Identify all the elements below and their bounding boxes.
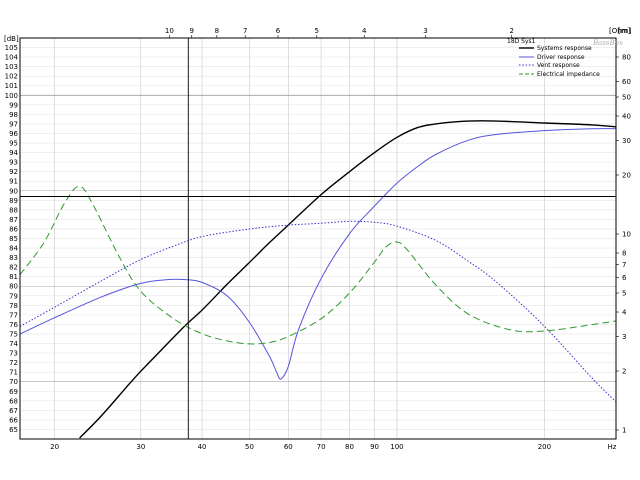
y-left-tick-label: 96 bbox=[9, 130, 18, 138]
x-tick-label: 20 bbox=[50, 443, 59, 451]
y-left-tick-label: 84 bbox=[9, 245, 18, 253]
y-right-tick-label: 3 bbox=[622, 333, 626, 341]
cursor[interactable] bbox=[20, 38, 616, 439]
x-tick-label: 80 bbox=[345, 443, 354, 451]
y-left-tick-label: 105 bbox=[5, 44, 18, 52]
legend-title: 18D Sys1 bbox=[507, 38, 536, 45]
y-right-tick-label: 40 bbox=[622, 113, 631, 121]
y-left-tick-label: 67 bbox=[9, 407, 18, 415]
top-unit-label: [m] bbox=[618, 27, 631, 35]
grid bbox=[20, 38, 616, 439]
y-left-tick-label: 92 bbox=[9, 168, 18, 176]
y-left-tick-label: 103 bbox=[5, 63, 18, 71]
x-tick-label: 90 bbox=[370, 443, 379, 451]
y-left-tick-label: 82 bbox=[9, 264, 18, 272]
y-right-tick-label: 6 bbox=[622, 274, 627, 282]
y-left-tick-label: 73 bbox=[9, 350, 18, 358]
top-tick-label: 2 bbox=[509, 27, 513, 35]
y-left-tick-label: 95 bbox=[9, 140, 18, 148]
y-right-tick-label: 5 bbox=[622, 290, 626, 298]
y-right-tick-label: 2 bbox=[622, 368, 626, 376]
y-left-tick-label: 98 bbox=[9, 111, 18, 119]
y-left-tick-label: 71 bbox=[9, 369, 18, 377]
x-tick-label: 60 bbox=[284, 443, 293, 451]
legend-label-impedance: Electrical impedance bbox=[537, 71, 600, 78]
y-left-tick-label: 83 bbox=[9, 254, 18, 262]
legend-label-system: Systems response bbox=[537, 45, 592, 52]
y-left-tick-label: 100 bbox=[5, 92, 18, 100]
x-tick-label: 50 bbox=[245, 443, 254, 451]
y-left-tick-label: 72 bbox=[9, 359, 18, 367]
y-left-tick-label: 69 bbox=[9, 388, 18, 396]
legend: 18D Sys1 Systems response Driver respons… bbox=[507, 38, 600, 78]
y-left-tick-label: 99 bbox=[9, 101, 18, 109]
top-tick-label: 9 bbox=[190, 27, 194, 35]
y-left-tick-label: 101 bbox=[5, 82, 18, 90]
top-tick-label: 8 bbox=[215, 27, 219, 35]
y-left-tick-label: 102 bbox=[5, 73, 18, 81]
y-left-unit-label: [dB] bbox=[4, 35, 19, 43]
y-left-tick-label: 86 bbox=[9, 225, 18, 233]
y-right-tick-label: 60 bbox=[622, 78, 631, 86]
series-driver-response bbox=[20, 128, 616, 380]
y-left-tick-label: 85 bbox=[9, 235, 18, 243]
x-tick-label: 40 bbox=[198, 443, 207, 451]
y-right-tick-label: 1 bbox=[622, 427, 626, 435]
y-left-tick-label: 65 bbox=[9, 426, 18, 434]
y-left-tick-label: 97 bbox=[9, 120, 18, 128]
legend-label-vent: Vent response bbox=[537, 62, 580, 69]
y-left-tick-label: 88 bbox=[9, 206, 18, 214]
y-right-tick-label: 80 bbox=[622, 53, 631, 61]
top-tick-label: 7 bbox=[243, 27, 247, 35]
y-right-tick-label: 8 bbox=[622, 250, 626, 258]
y-left-tick-label: 70 bbox=[9, 378, 18, 386]
x-tick-label: 30 bbox=[136, 443, 145, 451]
axes: 6566676869707172737475767778798081828384… bbox=[4, 27, 631, 451]
y-right-tick-label: 4 bbox=[622, 309, 627, 317]
y-left-tick-label: 74 bbox=[9, 340, 18, 348]
series-layer bbox=[20, 120, 616, 439]
top-tick-label: 4 bbox=[362, 27, 367, 35]
x-tick-label: 70 bbox=[317, 443, 326, 451]
y-left-tick-label: 91 bbox=[9, 178, 18, 186]
y-left-tick-label: 81 bbox=[9, 273, 18, 281]
y-left-tick-label: 80 bbox=[9, 283, 18, 291]
series-vent-response bbox=[20, 220, 616, 403]
y-left-tick-label: 104 bbox=[5, 54, 19, 62]
y-left-tick-label: 79 bbox=[9, 292, 18, 300]
y-right-tick-label: 10 bbox=[622, 231, 631, 239]
x-tick-label: 200 bbox=[538, 443, 551, 451]
y-left-tick-label: 87 bbox=[9, 216, 18, 224]
y-left-tick-label: 75 bbox=[9, 330, 18, 338]
watermark: BassBox bbox=[592, 39, 623, 47]
y-left-tick-label: 89 bbox=[9, 197, 18, 205]
y-right-tick-label: 50 bbox=[622, 94, 631, 102]
y-left-tick-label: 94 bbox=[9, 149, 18, 157]
top-tick-label: 6 bbox=[276, 27, 281, 35]
top-tick-label: 3 bbox=[423, 27, 427, 35]
top-tick-label: 10 bbox=[165, 27, 174, 35]
series-systems-response bbox=[79, 120, 616, 439]
y-left-tick-label: 68 bbox=[9, 397, 18, 405]
x-unit-label: Hz bbox=[608, 443, 617, 451]
y-left-tick-label: 76 bbox=[9, 321, 18, 329]
y-right-tick-label: 30 bbox=[622, 137, 631, 145]
series-electrical-impedance bbox=[20, 185, 616, 345]
y-right-tick-label: 20 bbox=[622, 172, 631, 180]
y-right-tick-label: 7 bbox=[622, 261, 626, 269]
x-tick-label: 100 bbox=[390, 443, 403, 451]
legend-label-driver: Driver response bbox=[537, 54, 585, 61]
y-left-tick-label: 77 bbox=[9, 311, 18, 319]
y-left-tick-label: 66 bbox=[9, 416, 18, 424]
y-left-tick-label: 78 bbox=[9, 302, 18, 310]
y-left-tick-label: 93 bbox=[9, 159, 18, 167]
y-right-unit-label: [Ohm] bbox=[609, 27, 631, 35]
plot-frame bbox=[19, 37, 617, 440]
top-tick-label: 5 bbox=[315, 27, 319, 35]
y-left-tick-label: 90 bbox=[9, 187, 18, 195]
